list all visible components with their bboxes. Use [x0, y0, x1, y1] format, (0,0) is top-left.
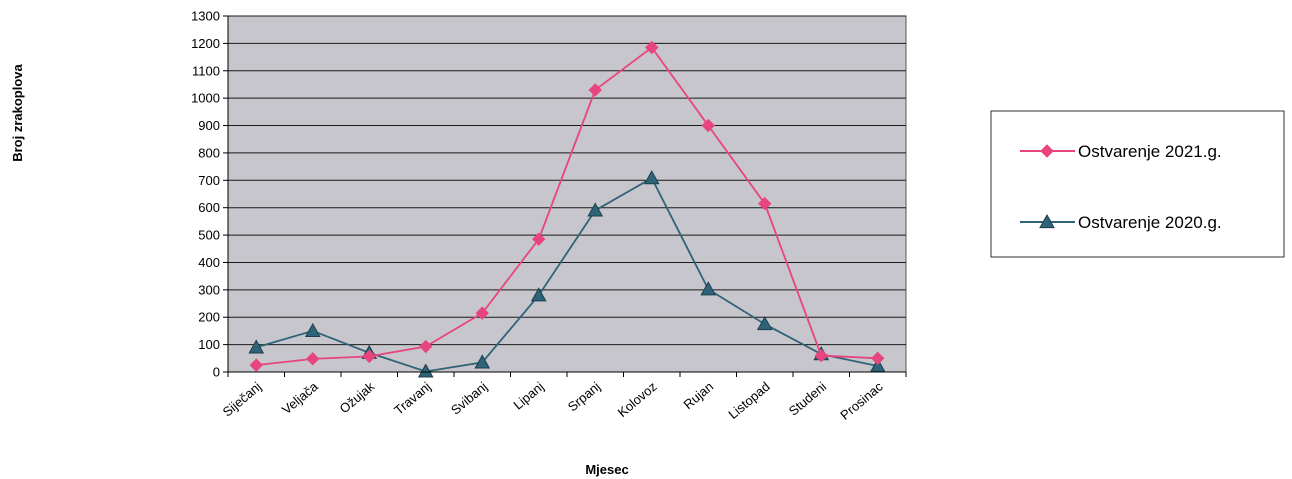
y-tick-label: 1200 — [191, 36, 220, 51]
gridlines — [223, 15, 906, 373]
data-point-diamond — [645, 40, 659, 55]
axes — [227, 16, 907, 377]
series-lines — [248, 40, 886, 378]
series-0 — [249, 40, 885, 372]
data-point-diamond — [588, 83, 602, 97]
x-tick-label: Listopad — [725, 379, 772, 422]
data-point-triangle — [248, 339, 265, 354]
data-point-diamond — [701, 118, 715, 133]
legend-item: Ostvarenje 2021.g. — [1020, 142, 1222, 161]
x-tick-label: Prosinac — [837, 378, 886, 422]
data-point-diamond — [758, 196, 772, 211]
x-tick-label: Rujan — [681, 379, 717, 412]
legend-label: Ostvarenje 2020.g. — [1078, 213, 1222, 232]
y-tick-label: 400 — [198, 255, 220, 270]
data-point-triangle — [756, 316, 773, 331]
y-tick-label: 300 — [198, 282, 220, 297]
data-point-triangle — [530, 287, 547, 302]
x-tick-label: Siječanj — [220, 379, 265, 420]
x-tick-label: Ožujak — [337, 378, 378, 416]
series-line — [256, 46, 878, 367]
data-point-diamond — [362, 349, 376, 364]
data-point-triangle — [1039, 213, 1055, 229]
y-axis-title: Broj zrakoplova — [10, 63, 25, 161]
plot-area — [227, 15, 907, 373]
y-tick-label: 900 — [198, 118, 220, 133]
y-tick-label: 700 — [198, 173, 220, 188]
x-tick-label: Kolovoz — [615, 379, 660, 420]
data-point-triangle — [587, 202, 604, 217]
x-tick-label: Srpanj — [565, 379, 604, 415]
y-tick-label: 1300 — [191, 9, 220, 24]
x-tick-label: Svibanj — [448, 379, 490, 418]
x-tick-label: Veljača — [279, 378, 321, 417]
series-line — [255, 176, 878, 373]
data-point-triangle — [474, 354, 491, 369]
data-point-diamond — [871, 351, 885, 366]
data-point-triangle — [417, 363, 434, 378]
y-tick-label: 200 — [198, 310, 220, 325]
x-tick-labels: Siječanj Veljača Ožujak Travanj Svibanj Lipan… — [220, 378, 886, 422]
y-tick-label: 1000 — [191, 91, 220, 106]
data-point-diamond — [1040, 144, 1054, 158]
legend-label: Ostvarenje 2021.g. — [1078, 142, 1222, 161]
data-point-diamond — [814, 348, 828, 363]
y-tick-label: 100 — [198, 337, 220, 352]
y-tick-label: 800 — [198, 145, 220, 160]
y-tick-label: 600 — [198, 200, 220, 215]
data-point-diamond — [306, 352, 320, 366]
data-point-triangle — [700, 281, 717, 296]
y-tick-label: 0 — [213, 365, 220, 380]
x-tick-label: Lipanj — [510, 379, 546, 413]
data-point-diamond — [532, 232, 546, 246]
data-point-diamond — [249, 358, 263, 372]
data-point-triangle — [304, 322, 321, 338]
series-1 — [248, 170, 886, 378]
x-tick-label: Studeni — [786, 379, 830, 419]
data-point-diamond — [419, 339, 433, 354]
y-tick-label: 500 — [198, 228, 220, 243]
data-point-triangle — [643, 170, 660, 185]
x-axis-title: Mjesec — [585, 462, 628, 477]
legend-item: Ostvarenje 2020.g. — [1020, 213, 1222, 232]
x-tick-label: Travanj — [391, 379, 434, 418]
y-tick-label: 1100 — [192, 63, 220, 78]
data-point-diamond — [475, 306, 489, 320]
legend-box — [990, 110, 1285, 258]
y-tick-labels: 0 100 200 300 400 500 600 700 800 900 1000 1100 1200… — [191, 9, 220, 380]
plot-background — [227, 15, 907, 373]
legend: Ostvarenje 2021.g. Ostvarenje 2020.g. — [990, 110, 1285, 258]
